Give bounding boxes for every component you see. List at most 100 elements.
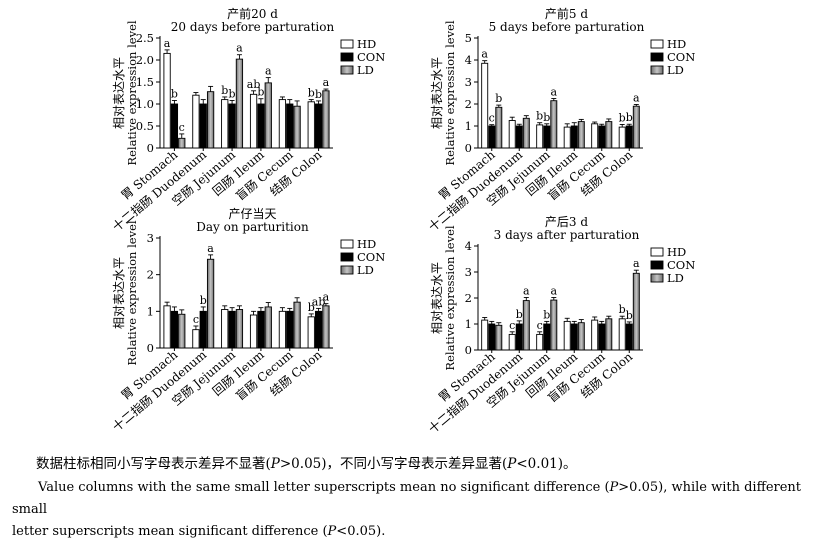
y-tick-label: 3 <box>147 231 154 245</box>
bar-con <box>170 310 179 349</box>
significance-letter: a <box>523 284 530 297</box>
legend-label-ld: LD <box>667 271 684 285</box>
chart-subtitle: 5 days before parturation <box>489 20 645 34</box>
significance-letter: b <box>315 88 322 101</box>
significance-letter: b <box>495 92 502 105</box>
significance-letter: ab <box>247 78 261 91</box>
significance-letter: b <box>543 308 550 321</box>
chart-panel-2: 产前5 d5 days before parturation 相对表达水平 Rela… <box>425 6 695 234</box>
significance-letter: a <box>323 76 330 89</box>
bar-con <box>625 323 633 351</box>
y-tick-label: 3 <box>465 75 472 89</box>
bar-ld <box>550 299 558 351</box>
caption-zh-mid: >0.05)，不同小写字母表示差异显著( <box>279 456 508 472</box>
chart-title: 产后3 d <box>545 215 588 229</box>
significance-letter: a <box>323 291 330 304</box>
significance-letter: c <box>537 319 543 332</box>
bar-hd <box>563 126 571 149</box>
legend-label-con: CON <box>667 258 695 272</box>
bar-hd <box>591 319 599 351</box>
bar-con <box>598 323 606 351</box>
bar-ld <box>235 58 244 149</box>
bar-con <box>257 103 265 149</box>
y-axis-label-zh: 相对表达水平 <box>112 57 126 129</box>
bar-hd <box>278 310 287 349</box>
bar-ld <box>632 272 640 351</box>
legend-label-ld: LD <box>357 263 374 277</box>
bar-hd <box>508 120 516 149</box>
bar-con <box>625 125 633 149</box>
legend-label-con: CON <box>357 250 385 264</box>
bar-hd <box>307 316 315 349</box>
chart-subtitle: 3 days after parturation <box>494 228 640 242</box>
bar-ld <box>178 313 186 349</box>
chart-panel-4: 产后3 d3 days after parturation 相对表达水平 Relat… <box>425 215 695 436</box>
significance-letter: b <box>171 87 178 100</box>
significance-letter: a <box>633 257 640 270</box>
bar-hd <box>536 124 544 149</box>
bar-con <box>543 323 551 351</box>
significance-letter: b <box>536 110 543 123</box>
bar-hd <box>249 93 258 149</box>
legend-swatch-ld <box>650 273 664 283</box>
bar-con <box>286 103 294 149</box>
chart-subtitle: Day on parturition <box>196 220 309 234</box>
chart-title: 产前5 d <box>545 6 588 21</box>
bar-con <box>570 323 578 351</box>
y-tick-label: 0.5 <box>136 119 154 133</box>
significance-letter: c <box>509 319 515 332</box>
bar-con <box>228 103 236 149</box>
chart-panel-1: 产前20 d20 days before parturation 相对表达水平 Re… <box>109 6 385 234</box>
significance-letter: c <box>193 313 199 326</box>
significance-letter: b <box>257 86 264 99</box>
caption-en-line2: letter superscripts mean significant dif… <box>12 524 385 539</box>
bar-ld <box>206 91 215 149</box>
bar-con <box>515 323 523 351</box>
significance-letter: ab <box>312 295 326 308</box>
legend-swatch-hd <box>340 39 354 49</box>
y-tick-label: 4 <box>465 239 472 253</box>
bar-ld <box>522 300 530 351</box>
caption-en-p2: P <box>327 524 337 539</box>
bar-con <box>570 125 578 149</box>
legend-swatch-hd <box>650 39 664 49</box>
bar-hd <box>536 333 544 351</box>
bar-hd <box>221 309 229 349</box>
significance-letter: b <box>619 111 626 124</box>
legend-swatch-con <box>650 52 664 62</box>
bar-ld <box>293 301 301 349</box>
caption-en-mid1: >0.05), while with different small <box>12 480 802 517</box>
bar-hd <box>163 52 171 149</box>
y-tick-label: 3 <box>465 265 472 279</box>
caption-zh: 数据柱标相同小写字母表示差异不显著(P>0.05)，不同小写字母表示差异显著(P… <box>36 452 577 472</box>
caption-en-line1: Value columns with the same small letter… <box>12 477 802 521</box>
caption-en-p1: P <box>609 480 619 495</box>
bar-hd <box>192 94 200 149</box>
legend-label-hd: HD <box>357 37 376 51</box>
significance-letter: a <box>164 37 171 50</box>
bar-hd <box>508 333 516 351</box>
bar-con <box>199 310 207 349</box>
bar-ld <box>632 105 640 149</box>
bar-ld <box>605 318 613 351</box>
chart-title: 产仔当天 <box>228 207 276 221</box>
bar-con <box>170 103 179 149</box>
y-tick-label: 2.5 <box>136 31 154 45</box>
y-tick-label: 1.0 <box>136 97 154 111</box>
bar-hd <box>618 318 626 351</box>
y-tick-label: 2 <box>147 268 154 282</box>
significance-letter: a <box>551 284 558 297</box>
significance-letter: a <box>551 86 558 99</box>
bar-ld <box>550 100 558 149</box>
chart-subtitle: 20 days before parturation <box>171 20 335 34</box>
chart-title: 产前20 d <box>227 6 278 21</box>
y-tick-label: 2.0 <box>136 53 154 67</box>
caption-en-text2: letter superscripts mean significant dif… <box>12 524 328 539</box>
significance-letter: b <box>308 87 315 100</box>
significance-letter: a <box>207 242 214 255</box>
legend-swatch-hd <box>650 247 664 257</box>
legend-label-hd: HD <box>667 37 686 51</box>
legend-label-hd: HD <box>667 245 686 259</box>
bar-con <box>314 310 323 349</box>
